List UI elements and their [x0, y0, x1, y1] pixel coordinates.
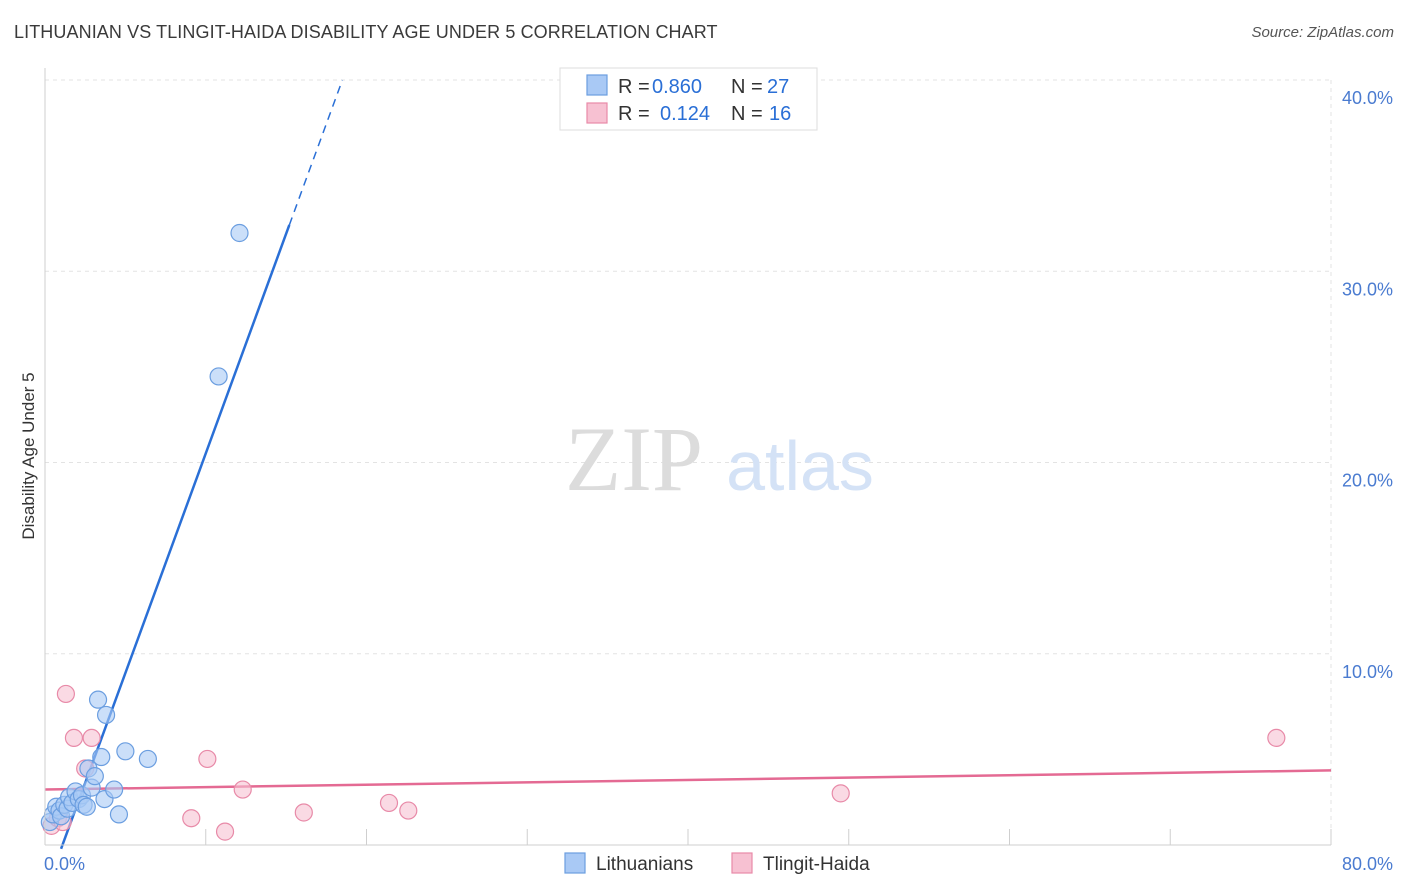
legend-n-value: 16 [769, 103, 791, 125]
tlingit-haida-point [215, 822, 235, 841]
tlingit-haida-point [379, 793, 399, 813]
lithuanian-point [88, 690, 108, 709]
tlingit-haida-point [82, 728, 101, 748]
lithuanian-point [230, 223, 249, 243]
bottom-legend-swatch-tlingit-haida [731, 852, 753, 874]
chart-source: Source: ZipAtlas.com [1251, 24, 1394, 41]
bottom-legend-label-tlingit-haida: Tlingit-Haida [763, 854, 870, 875]
legend-r-label: R = [618, 103, 650, 125]
x-tick-label: 80.0% [1342, 854, 1393, 874]
y-tick-label: 40.0% [1342, 88, 1393, 108]
lithuanian-point [138, 749, 157, 769]
watermark: ZIP atlas [565, 408, 874, 510]
watermark-zip: ZIP [565, 408, 703, 510]
watermark-atlas: atlas [726, 427, 874, 505]
series-legend: Lithuanians Tlingit-Haida [564, 852, 870, 875]
axis-layer: 10.0% 20.0% 30.0% 40.0% 0.0% 80.0% [44, 68, 1393, 874]
lithuanian-point [209, 367, 228, 386]
trendline-tlingit-haida [44, 769, 1332, 791]
lithuanian-point [77, 797, 96, 816]
lithuanian-point [92, 747, 111, 767]
trendline-extension [288, 79, 344, 226]
legend-r-label: R = [618, 76, 650, 98]
legend-r-value: 0.124 [660, 103, 710, 125]
lithuanian-point [116, 742, 135, 761]
y-tick-label: 20.0% [1342, 471, 1393, 491]
points-layer [40, 223, 1286, 841]
tlingit-haida-point [1267, 728, 1286, 748]
legend-swatch-lithuanians [586, 74, 608, 96]
tlingit-haida-point [294, 803, 313, 822]
tlingit-haida-point [64, 728, 84, 748]
bottom-legend-label-lithuanians: Lithuanians [596, 854, 693, 875]
tlingit-haida-point [182, 809, 201, 828]
tlingit-haida-point [56, 684, 75, 704]
y-axis-label: Disability Age Under 5 [19, 372, 38, 539]
lithuanian-point [109, 805, 129, 824]
legend-n-label: N = [731, 103, 763, 125]
chart-title: LITHUANIAN VS TLINGIT-HAIDA DISABILITY A… [14, 22, 718, 42]
lithuanian-point [85, 767, 104, 786]
tlingit-haida-point [233, 780, 252, 799]
legend-n-label: N = [731, 76, 763, 98]
x-tick-label: 0.0% [44, 854, 85, 874]
tlingit-haida-point [198, 749, 217, 769]
legend-swatch-tlingit-haida [586, 102, 608, 124]
tlingit-haida-point [831, 784, 850, 803]
y-tick-label: 10.0% [1342, 662, 1393, 682]
legend-n-value: 27 [767, 76, 789, 98]
stats-legend: R = 0.860 N = 27 R = 0.124 N = 16 [559, 67, 818, 131]
lithuanian-point [105, 780, 124, 799]
legend-r-value: 0.860 [652, 76, 702, 98]
trend-layer [44, 79, 1332, 850]
bottom-legend-swatch-lithuanians [564, 852, 586, 874]
lithuanian-point [96, 705, 116, 725]
trendline-lithuanian [59, 224, 291, 850]
y-tick-label: 30.0% [1342, 279, 1393, 299]
tlingit-haida-point [399, 801, 418, 820]
